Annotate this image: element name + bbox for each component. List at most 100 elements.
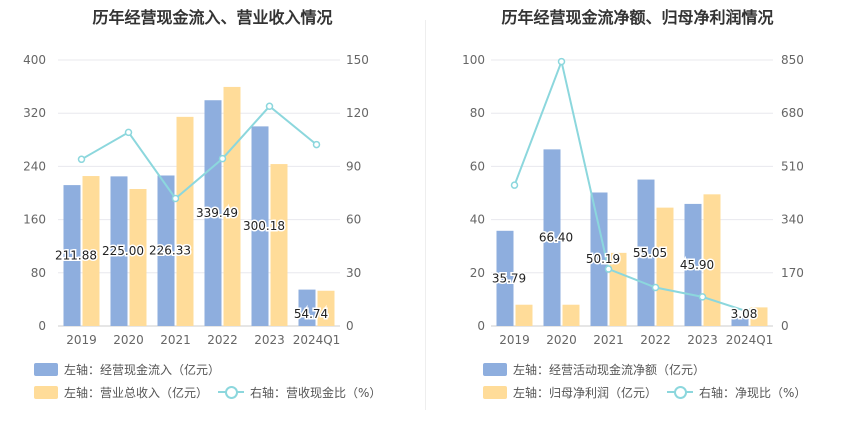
x-tick-label: 2021 (160, 333, 191, 347)
bar-secondary (129, 189, 147, 326)
legend-swatch (483, 362, 507, 376)
x-tick-label: 2023 (687, 333, 718, 347)
y-tick-label-right: 340 (781, 213, 804, 227)
ratio-line (81, 104, 318, 200)
data-label: 55.05 (633, 246, 667, 260)
ratio-point (77, 155, 86, 164)
legend-label: 左轴：营业总收入（亿元） (64, 385, 209, 400)
data-label: 211.88 (55, 249, 97, 263)
legend-label: 左轴：经营现金流入（亿元） (64, 362, 221, 377)
chart-title: 历年经营现金流净额、归母净利润情况 (501, 8, 774, 27)
y-tick-label-left: 100 (462, 53, 485, 67)
x-tick-label: 2024Q1 (293, 333, 341, 347)
x-tick-label: 2020 (546, 333, 577, 347)
ratio-point (510, 181, 519, 189)
bar-secondary (82, 176, 100, 326)
bar-secondary (515, 304, 533, 326)
ratio-point (312, 140, 321, 149)
legend-line-swatch (218, 385, 244, 399)
bar-primary (496, 230, 514, 326)
y-tick-label-right: 0 (781, 319, 789, 333)
x-tick-label: 2024Q1 (726, 333, 774, 347)
ratio-line (513, 58, 750, 314)
legend-label: 右轴：净现比（%） (699, 385, 807, 400)
x-tick-label: 2020 (113, 333, 144, 347)
y-tick-label-left: 160 (23, 213, 46, 227)
data-label: 45.90 (680, 258, 714, 272)
ratio-point (171, 194, 180, 203)
ratio-point (265, 102, 274, 111)
data-label: 300.18 (243, 219, 285, 233)
legend-item-cash-revenue-ratio[interactable]: 右轴：营收现金比（%） (218, 384, 381, 400)
bar-primary (590, 192, 608, 326)
legend-item-net-profit[interactable]: 左轴：归母净利润（亿元） (483, 384, 657, 400)
y-tick-label-left: 40 (470, 213, 485, 227)
y-tick-label-left: 400 (23, 53, 46, 67)
chart-panel-left: 历年经营现金流入、营业收入情况 0 80 160 240 320 400 0 30 60 90 12… (23, 8, 381, 400)
y-tick-label-right: 680 (781, 106, 804, 120)
legend-item-net-cash-flow[interactable]: 左轴：经营活动现金流净额（亿元） (483, 361, 705, 377)
bar-primary (298, 289, 316, 326)
y-tick-label-left: 0 (38, 319, 46, 333)
bar-secondary (562, 304, 580, 326)
x-tick-label: 2022 (207, 333, 238, 347)
ratio-point (604, 265, 613, 273)
chart-plot-area: 0 80 160 240 320 400 0 30 60 90 120 150 2019 2020 2021… (23, 53, 369, 347)
legend-label: 左轴：经营活动现金流净额（亿元） (513, 362, 706, 377)
bar-secondary (750, 307, 768, 326)
x-tick-label: 2023 (254, 333, 285, 347)
data-label: 3.08 (731, 307, 758, 321)
y-tick-label-left: 60 (470, 159, 485, 173)
data-label: 54.74 (294, 307, 328, 321)
legend-label: 右轴：营收现金比（%） (250, 385, 382, 400)
x-tick-label: 2021 (593, 333, 624, 347)
legend-label: 左轴：归母净利润（亿元） (513, 385, 658, 400)
legend-swatch (34, 362, 58, 376)
bar-primary (637, 179, 655, 326)
legend-item-revenue[interactable]: 左轴：营业总收入（亿元） (34, 384, 208, 400)
bar-primary (543, 149, 561, 326)
bar-secondary (176, 116, 194, 326)
ratio-point (651, 283, 660, 292)
legend-item-cash-inflow[interactable]: 左轴：经营现金流入（亿元） (34, 361, 220, 377)
y-tick-label-right: 0 (346, 319, 354, 333)
y-tick-label-left: 320 (23, 106, 46, 120)
data-label: 35.79 (492, 271, 526, 285)
data-label: 66.40 (539, 231, 573, 245)
y-tick-label-left: 0 (477, 319, 485, 333)
ratio-point (745, 308, 754, 316)
x-tick-label: 2019 (66, 333, 97, 347)
y-tick-label-right: 150 (346, 53, 369, 67)
bar-primary (731, 317, 749, 326)
bar-secondary (270, 164, 288, 326)
bar-primary (157, 175, 175, 326)
legend-line-swatch (667, 385, 693, 399)
chart-panel-right: 历年经营现金流净额、归母净利润情况 0 20 40 60 80 100 0 170 340 510… (425, 0, 850, 437)
data-label: 339.49 (196, 206, 238, 220)
bar-primary (251, 126, 269, 326)
y-tick-label-right: 60 (346, 213, 361, 227)
y-tick-label-left: 80 (31, 266, 46, 280)
legend-swatch (34, 385, 58, 399)
ratio-point (124, 128, 133, 137)
bar-secondary (703, 194, 721, 326)
bar-primary (63, 185, 81, 326)
y-tick-label-right: 510 (781, 159, 804, 173)
ratio-point (698, 293, 707, 301)
chart-plot-area: 0 20 40 60 80 100 0 170 340 510 680 850 2019 2020 2021… (462, 53, 804, 347)
bar-primary (110, 176, 128, 326)
data-label: 225.00 (102, 244, 144, 258)
x-tick-label: 2022 (640, 333, 671, 347)
bar-secondary (223, 86, 241, 327)
y-tick-label-right: 120 (346, 106, 369, 120)
y-tick-label-right: 90 (346, 159, 361, 173)
bar-secondary (317, 290, 335, 326)
legend-item-net-cash-ratio[interactable]: 右轴：净现比（%） (667, 384, 806, 400)
bar-secondary (656, 207, 674, 326)
y-tick-label-right: 170 (781, 266, 804, 280)
data-label: 50.19 (586, 252, 620, 266)
panel-divider (425, 20, 426, 410)
data-label: 226.33 (149, 244, 191, 258)
y-tick-label-right: 30 (346, 266, 361, 280)
ratio-point (218, 154, 227, 163)
